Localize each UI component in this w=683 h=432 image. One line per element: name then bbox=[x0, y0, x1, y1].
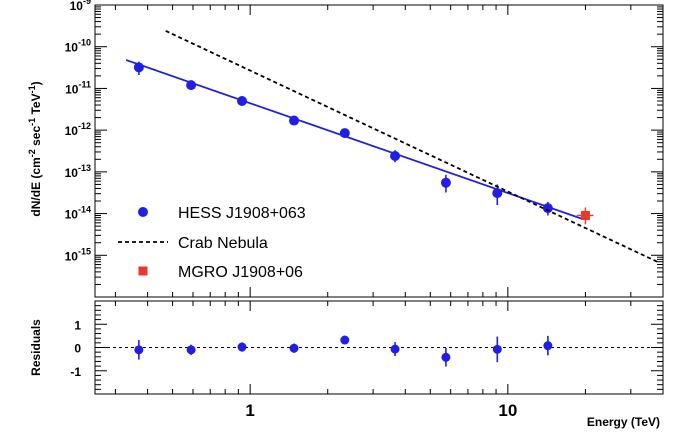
legend-label: MGRO J1908+06 bbox=[178, 264, 303, 281]
x-tick-label: 10 bbox=[498, 401, 517, 420]
hess-fit-line bbox=[125, 59, 583, 220]
y-tick-label: 10-10 bbox=[65, 38, 91, 55]
y-tick-label: 10-9 bbox=[70, 0, 91, 13]
residual-data-point bbox=[134, 345, 144, 355]
y-axis-label: dN/dE (cm-2 sec-1 TeV-1) bbox=[27, 81, 43, 216]
legend-marker-square bbox=[138, 266, 148, 276]
residual-data-point bbox=[289, 343, 299, 353]
y-tick-label: 10-12 bbox=[65, 121, 91, 138]
y-tick-label: 10-11 bbox=[65, 79, 91, 96]
legend: HESS J1908+063 Crab Nebula MGRO J1908+06 bbox=[118, 205, 306, 281]
residual-data-point bbox=[492, 344, 502, 354]
y-tick-label: 10-15 bbox=[65, 246, 91, 263]
residuals-y-axis-label: Residuals bbox=[29, 319, 43, 376]
mgro-data-point bbox=[580, 210, 590, 220]
residuals-y-tick-label: 1 bbox=[74, 318, 81, 332]
legend-label: Crab Nebula bbox=[178, 235, 268, 252]
residual-data-point bbox=[186, 345, 196, 355]
spectrum-plot-frame bbox=[94, 4, 664, 298]
residual-data-point bbox=[543, 341, 553, 351]
x-axis-label: Energy (TeV) bbox=[587, 415, 660, 429]
legend-label: HESS J1908+063 bbox=[178, 205, 306, 222]
residual-data-point bbox=[390, 344, 400, 354]
residuals-y-tick-label: -1 bbox=[70, 365, 81, 379]
hess-data-point bbox=[440, 177, 451, 188]
residual-data-point bbox=[441, 352, 451, 362]
spectrum-panel: 10-9 10-10 10-11 10-12 10-13 10-14 10-15 dN/dE … bbox=[27, 0, 664, 298]
crab-nebula-line bbox=[165, 30, 658, 263]
residual-data-point bbox=[237, 342, 247, 352]
legend-marker-circle bbox=[138, 207, 148, 217]
x-tick-label: 1 bbox=[245, 401, 254, 420]
residuals-y-tick-label: 0 bbox=[74, 342, 81, 356]
y-tick-label: 10-14 bbox=[65, 205, 91, 222]
y-tick-label: 10-13 bbox=[65, 163, 91, 180]
residual-data-point bbox=[340, 335, 350, 345]
